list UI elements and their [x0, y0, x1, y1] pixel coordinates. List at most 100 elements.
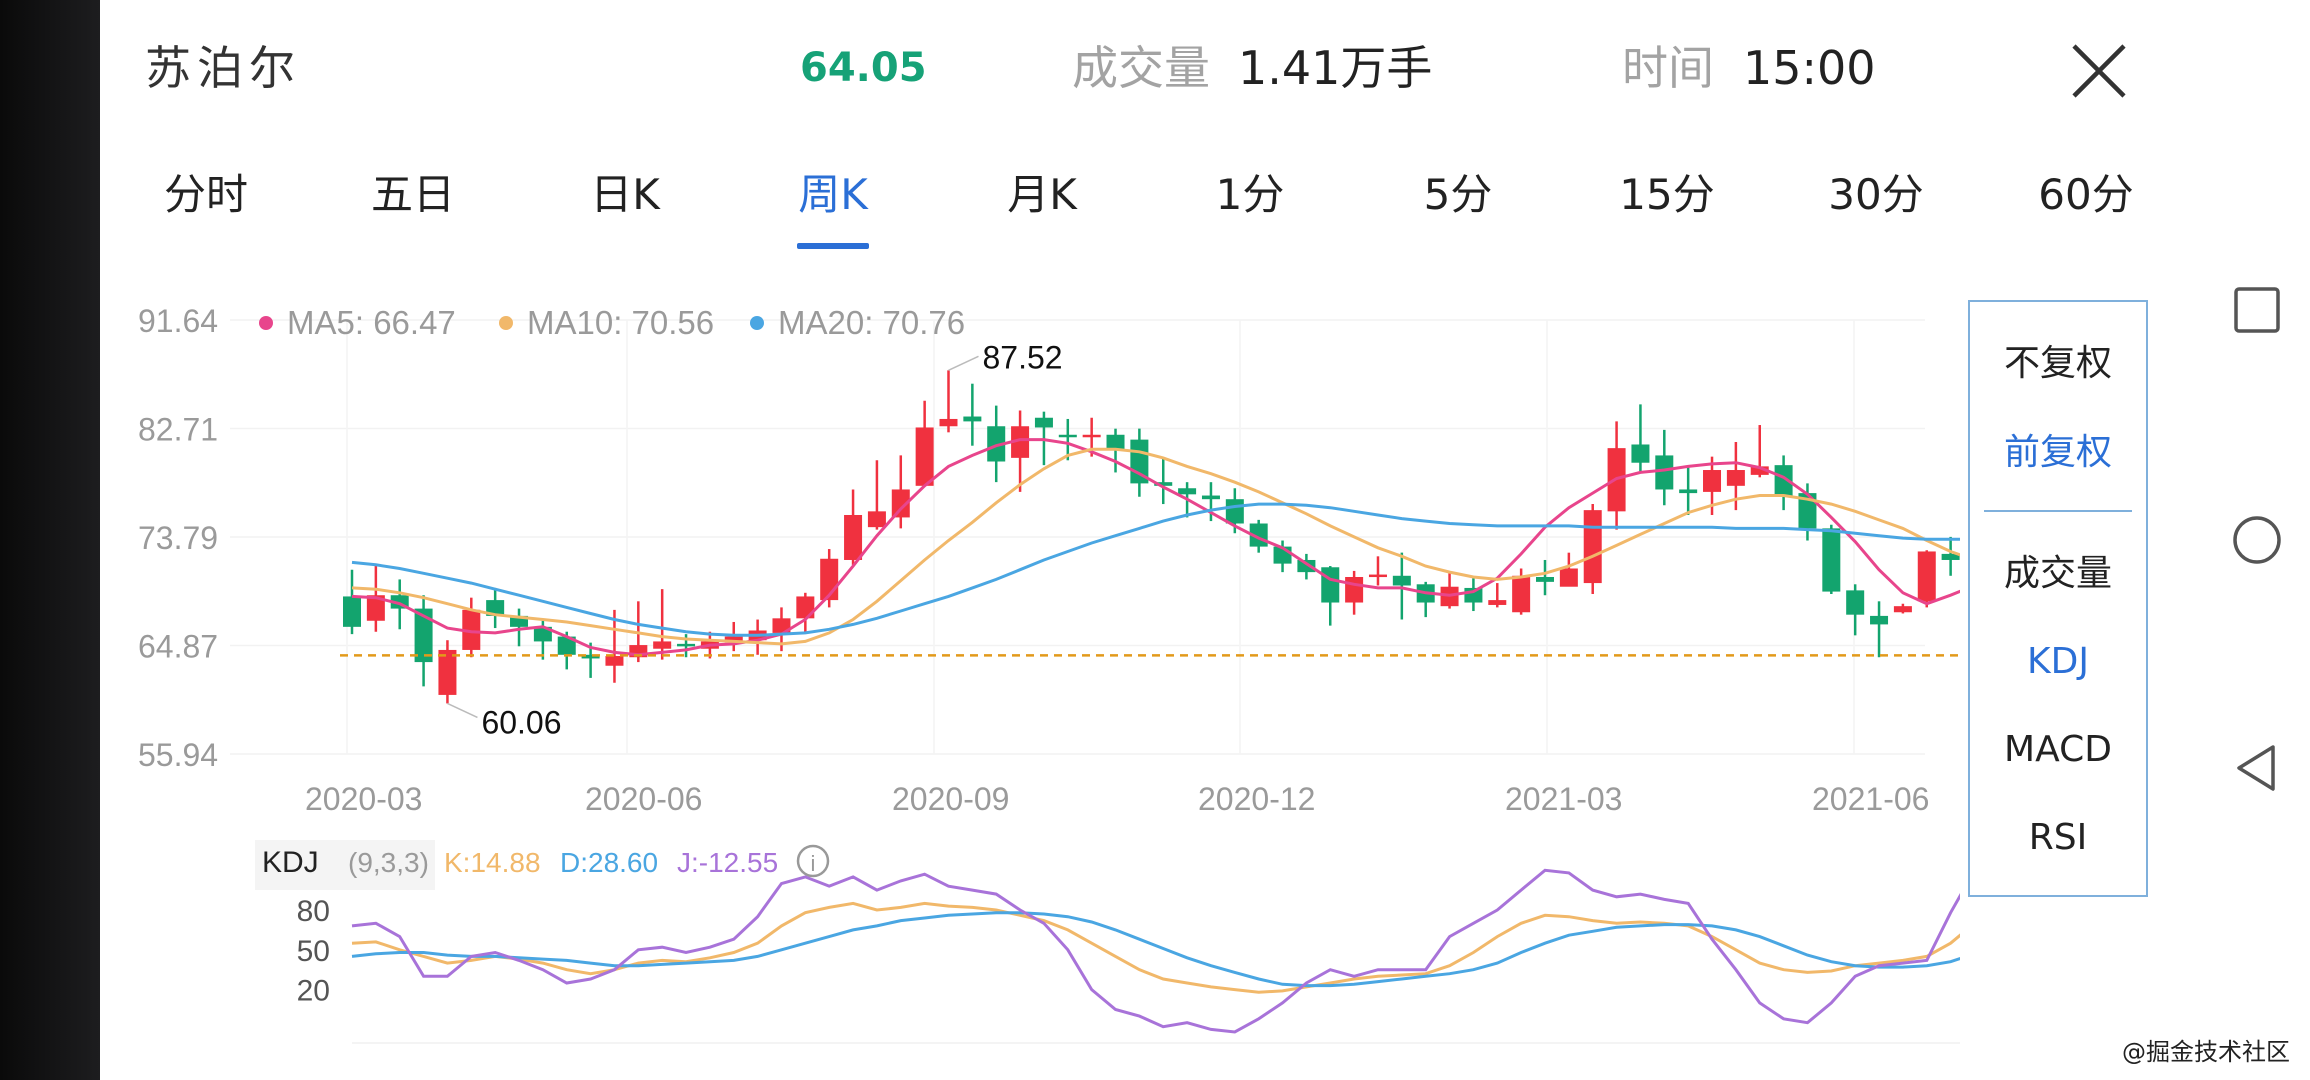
y-tick-label: 73.79 — [138, 520, 218, 556]
candle — [963, 383, 982, 446]
kdj-legend-label: J:-12.55 — [677, 847, 778, 878]
candle — [1536, 559, 1554, 596]
candle-body — [605, 656, 624, 666]
tab-1min[interactable]: 1分 — [1215, 170, 1285, 219]
time-label: 时间 — [1622, 41, 1714, 95]
candle-body — [1178, 488, 1197, 495]
candle — [915, 400, 934, 486]
option-volume[interactable]: 成交量 — [2003, 553, 2112, 594]
tab-5min[interactable]: 5分 — [1423, 170, 1493, 219]
candle — [438, 640, 457, 704]
candle-body — [1822, 528, 1841, 592]
candle-body — [987, 426, 1006, 462]
current-price: 64.05 — [800, 45, 927, 91]
candle — [1846, 584, 1865, 636]
tab-weekly-k[interactable]: 周K — [798, 170, 868, 219]
system-nav-bar — [2205, 0, 2310, 1080]
candle-body — [1154, 482, 1173, 486]
period-tabs: 分时 五日 日K 周K 月K 1分 5分 15分 30分 60分 — [100, 160, 2205, 255]
ma20-line — [351, 502, 1960, 637]
tab-daily-k[interactable]: 日K — [590, 170, 660, 219]
tab-intraday[interactable]: 分时 — [163, 170, 249, 219]
volume-label: 成交量 — [1072, 41, 1210, 95]
candle-body — [772, 618, 791, 633]
y-tick-label: 64.87 — [138, 629, 218, 665]
candle-body — [1225, 499, 1244, 524]
candle — [1297, 553, 1316, 580]
kdj-legend-label: K:14.88 — [444, 847, 541, 878]
candle — [1631, 404, 1650, 472]
candle-body — [653, 641, 672, 649]
max-label-leader — [948, 355, 979, 372]
candle-body — [1941, 553, 1960, 560]
active-tab-underline — [797, 243, 869, 249]
kdj-title: KDJ — [262, 846, 319, 879]
candle-body — [963, 416, 982, 422]
x-tick-label: 2020-09 — [892, 781, 1009, 817]
candle-body — [1201, 495, 1220, 500]
candle-body — [867, 511, 886, 528]
candle-body — [1655, 455, 1674, 490]
tab-15min[interactable]: 15分 — [1619, 170, 1715, 219]
tab-60min[interactable]: 60分 — [2038, 170, 2134, 219]
panel-divider — [1984, 510, 2132, 512]
candle — [653, 589, 672, 660]
circle-icon[interactable] — [2231, 514, 2283, 566]
candle — [1488, 583, 1507, 608]
triangle-back-icon[interactable] — [2231, 742, 2283, 794]
candle-body — [1917, 551, 1936, 602]
candle-body — [366, 595, 385, 621]
option-macd[interactable]: MACD — [2004, 729, 2112, 770]
ma5-line — [351, 438, 1960, 657]
tab-monthly-k[interactable]: 月K — [1007, 170, 1077, 219]
candle — [1941, 536, 1960, 576]
candle-body — [1893, 606, 1912, 613]
legend-label: MA10: 70.56 — [527, 304, 714, 341]
candle-body — [915, 427, 934, 486]
candle-body — [1058, 434, 1077, 438]
candle-body — [1703, 470, 1722, 492]
option-kdj[interactable]: KDJ — [2027, 641, 2089, 682]
option-no-adjust[interactable]: 不复权 — [2003, 343, 2112, 384]
candle — [1058, 418, 1077, 461]
candle-body — [1034, 417, 1053, 428]
candle — [1893, 603, 1912, 614]
candle — [1011, 410, 1030, 492]
info-icon-circle — [796, 844, 830, 878]
candle-body — [1106, 434, 1125, 450]
legend-dot — [750, 316, 764, 330]
x-tick-label: 2020-03 — [305, 781, 422, 817]
chart-grid — [230, 319, 1925, 755]
y-tick-label: 55.94 — [138, 737, 218, 773]
info-icon: i — [796, 844, 830, 878]
candle-body — [1798, 493, 1817, 529]
kdj-chart[interactable]: KDJ (9,3,3) K:14.88 D:28.60 J:-12.55 i 80 50 20 — [100, 830, 1960, 1060]
candle — [510, 608, 529, 647]
candle-body — [1631, 444, 1650, 463]
tab-five-day[interactable]: 五日 — [370, 170, 456, 219]
close-button[interactable] — [2068, 40, 2130, 102]
candle-body — [1082, 434, 1101, 438]
kdj-params: (9,3,3) — [348, 847, 429, 878]
option-forward-adjust[interactable]: 前复权 — [2003, 432, 2112, 473]
kdj-j-line — [351, 868, 1960, 1034]
tab-30min[interactable]: 30分 — [1828, 170, 1924, 219]
watermark: @掘金技术社区 — [2122, 1038, 2290, 1066]
candle — [1822, 524, 1841, 595]
square-icon[interactable] — [2231, 284, 2283, 336]
candle — [1679, 467, 1698, 515]
kdj-d-line — [351, 911, 1960, 988]
candle-body — [1392, 575, 1411, 586]
candle-body — [1559, 568, 1578, 587]
candle-body — [1726, 470, 1745, 486]
candle-body — [1536, 576, 1554, 582]
candle — [891, 455, 910, 529]
candle-body — [844, 514, 863, 560]
left-edge-background — [0, 0, 100, 1080]
option-rsi[interactable]: RSI — [2028, 817, 2088, 858]
kdj-legend-label: D:28.60 — [560, 847, 658, 878]
legend-dot — [499, 316, 513, 330]
candle-body — [581, 654, 600, 659]
candle — [1870, 601, 1889, 658]
